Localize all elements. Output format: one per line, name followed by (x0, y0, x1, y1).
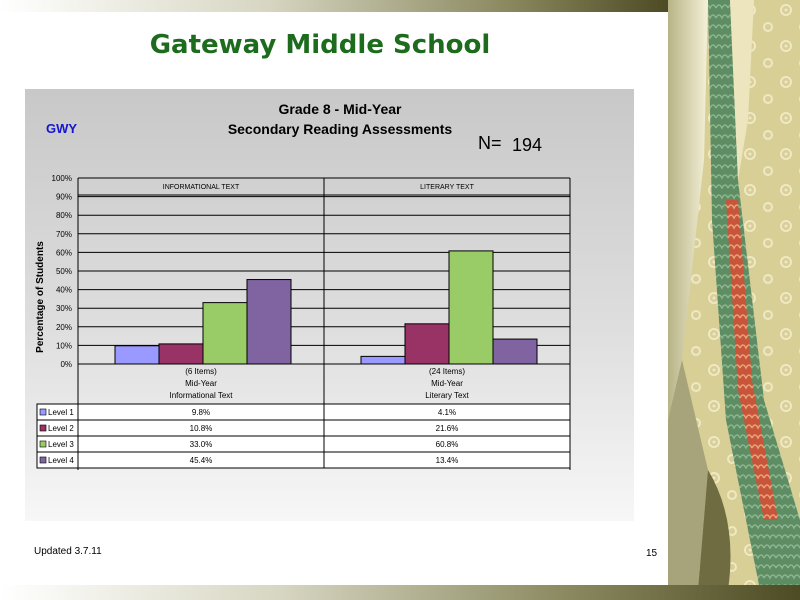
y-tick-label: 50% (56, 267, 72, 276)
bottom-decorative-bar (0, 585, 800, 600)
y-tick-label: 80% (56, 211, 72, 220)
category-label: Mid-Year (185, 379, 217, 388)
panel-header: INFORMATIONAL TEXT (163, 184, 240, 191)
bar-level-4-literary (492, 338, 538, 365)
data-table-value: 13.4% (436, 456, 459, 465)
y-axis-label: Percentage of Students (35, 241, 46, 353)
y-tick-label: 90% (56, 193, 72, 202)
chart-title-line-2: Secondary Reading Assessments (227, 121, 453, 137)
n-count-label: N= (478, 133, 502, 153)
bar-level-1-informational (114, 345, 160, 365)
school-code-label: GWY (46, 121, 78, 136)
legend-label: Level 1 (48, 408, 74, 417)
y-tick-label: 100% (52, 174, 72, 183)
bar-level-3-literary (448, 250, 494, 365)
data-table-value: 10.8% (190, 424, 213, 433)
bar-level-4-informational (246, 279, 292, 365)
y-tick-label: 60% (56, 248, 72, 257)
legend-label: Level 3 (48, 440, 74, 449)
legend-swatch (39, 424, 47, 432)
y-tick-label: 70% (56, 230, 72, 239)
legend-swatch (39, 440, 47, 448)
y-tick-label: 30% (56, 304, 72, 313)
updated-date-label: Updated 3.7.11 (34, 546, 102, 557)
data-table-value: 21.6% (436, 424, 459, 433)
category-label: Informational Text (170, 391, 234, 400)
data-table-value: 60.8% (436, 440, 459, 449)
data-table-value: 45.4% (190, 456, 213, 465)
legend-label: Level 4 (48, 456, 74, 465)
page-number: 15 (646, 548, 658, 559)
n-count-value: 194 (512, 135, 543, 155)
category-label: (6 Items) (185, 367, 217, 376)
legend-swatch (39, 456, 47, 464)
bar-level-2-informational (158, 343, 204, 365)
y-tick-label: 20% (56, 323, 72, 332)
panel-header: LITERARY TEXT (420, 184, 474, 191)
y-tick-label: 40% (56, 286, 72, 295)
category-label: Mid-Year (431, 379, 463, 388)
category-label: (24 Items) (429, 367, 465, 376)
category-label: Literary Text (425, 391, 469, 400)
bar-level-1-literary (360, 355, 406, 365)
y-tick-label: 10% (56, 341, 72, 350)
data-table-value: 33.0% (190, 440, 213, 449)
bar-level-3-informational (202, 302, 248, 365)
decorative-side-panel (668, 0, 800, 590)
legend-label: Level 2 (48, 424, 74, 433)
y-tick-label: 0% (60, 360, 72, 369)
legend-swatch (39, 408, 47, 416)
data-table-value: 4.1% (438, 408, 456, 417)
data-table-value: 9.8% (192, 408, 210, 417)
top-decorative-bar (0, 0, 668, 12)
chart-title-line-1: Grade 8 - Mid-Year (278, 101, 402, 117)
slide-title: Gateway Middle School (149, 30, 491, 60)
bar-level-2-literary (404, 323, 450, 365)
